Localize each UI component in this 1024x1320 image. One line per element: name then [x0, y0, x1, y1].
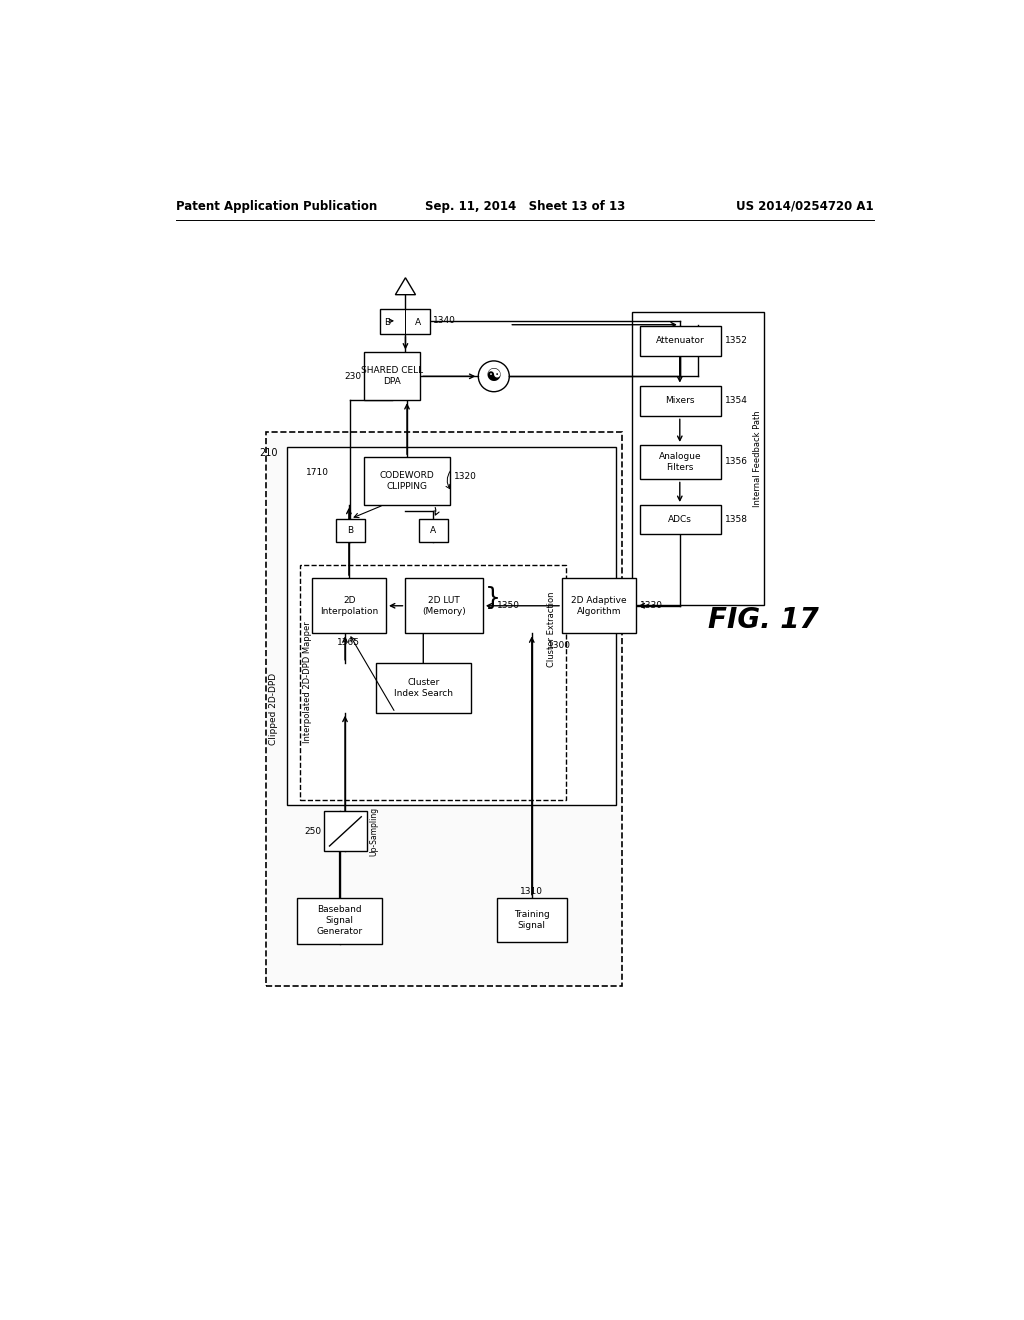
Text: }: }	[484, 586, 501, 610]
Text: Internal Feedback Path: Internal Feedback Path	[753, 411, 762, 507]
FancyBboxPatch shape	[324, 812, 367, 851]
Text: ADCs: ADCs	[669, 515, 692, 524]
FancyBboxPatch shape	[406, 578, 483, 634]
FancyBboxPatch shape	[266, 432, 623, 986]
FancyBboxPatch shape	[300, 565, 566, 800]
FancyBboxPatch shape	[336, 519, 366, 543]
Text: Interpolated 2D-DPD Mapper: Interpolated 2D-DPD Mapper	[303, 622, 312, 743]
Text: B: B	[347, 525, 353, 535]
FancyBboxPatch shape	[640, 385, 721, 416]
Text: 1710: 1710	[306, 469, 330, 477]
Text: Clipped 2D-DPD: Clipped 2D-DPD	[269, 673, 279, 744]
Text: 2D
Interpolation: 2D Interpolation	[321, 595, 379, 615]
Text: 1350: 1350	[497, 602, 520, 610]
Text: 1352: 1352	[725, 337, 748, 346]
Text: 1310: 1310	[520, 887, 544, 896]
Text: Baseband
Signal
Generator: Baseband Signal Generator	[316, 906, 362, 936]
FancyBboxPatch shape	[287, 447, 616, 805]
Text: 1320: 1320	[454, 473, 476, 480]
Text: Patent Application Publication: Patent Application Publication	[176, 199, 377, 213]
Text: Cluster
Index Search: Cluster Index Search	[394, 678, 453, 698]
Text: A: A	[415, 318, 421, 327]
FancyBboxPatch shape	[365, 352, 420, 400]
Text: 230: 230	[344, 372, 361, 380]
FancyBboxPatch shape	[640, 506, 721, 535]
Text: US 2014/0254720 A1: US 2014/0254720 A1	[736, 199, 873, 213]
Text: 1358: 1358	[725, 515, 748, 524]
FancyBboxPatch shape	[380, 309, 430, 334]
FancyBboxPatch shape	[640, 445, 721, 479]
Text: 1354: 1354	[725, 396, 748, 405]
Text: A: A	[430, 525, 436, 535]
Text: 1340: 1340	[433, 317, 457, 325]
Text: B: B	[384, 318, 390, 327]
Text: Cluster Extraction: Cluster Extraction	[547, 591, 556, 667]
Text: Attenuator: Attenuator	[655, 337, 705, 346]
Text: Sep. 11, 2014   Sheet 13 of 13: Sep. 11, 2014 Sheet 13 of 13	[425, 199, 625, 213]
FancyBboxPatch shape	[419, 519, 449, 543]
Text: Mixers: Mixers	[666, 396, 695, 405]
Text: Training
Signal: Training Signal	[514, 909, 550, 929]
Text: Up-Sampling: Up-Sampling	[369, 807, 378, 855]
Text: 210: 210	[260, 449, 279, 458]
FancyBboxPatch shape	[376, 663, 471, 713]
Text: 1300: 1300	[548, 640, 571, 649]
FancyBboxPatch shape	[312, 578, 386, 634]
FancyBboxPatch shape	[297, 898, 382, 944]
FancyBboxPatch shape	[365, 457, 450, 506]
Text: CODEWORD
CLIPPING: CODEWORD CLIPPING	[380, 471, 434, 491]
FancyBboxPatch shape	[562, 578, 636, 634]
Text: 1330: 1330	[640, 602, 663, 610]
Text: 2D LUT
(Memory): 2D LUT (Memory)	[422, 595, 466, 615]
Text: ☯: ☯	[485, 367, 502, 385]
Text: 2D Adaptive
Algorithm: 2D Adaptive Algorithm	[571, 595, 627, 615]
Text: SHARED CELL
DPA: SHARED CELL DPA	[361, 367, 423, 387]
Text: 1356: 1356	[725, 457, 748, 466]
FancyBboxPatch shape	[640, 326, 721, 355]
Text: FIG. 17: FIG. 17	[709, 606, 819, 635]
Text: 1365: 1365	[337, 639, 360, 647]
Text: 250: 250	[304, 826, 322, 836]
FancyBboxPatch shape	[497, 898, 566, 942]
FancyBboxPatch shape	[632, 313, 764, 605]
Text: Analogue
Filters: Analogue Filters	[658, 453, 701, 473]
